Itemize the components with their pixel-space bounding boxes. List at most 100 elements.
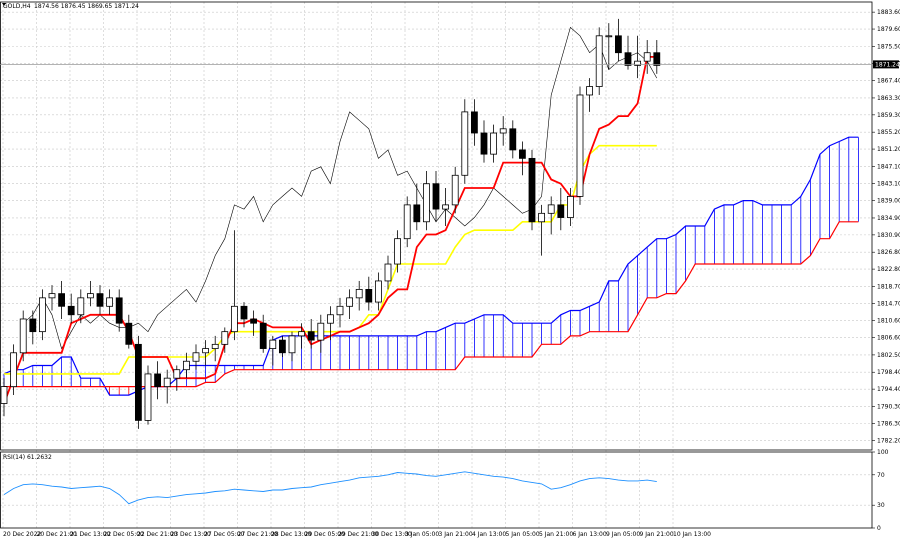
time-tick-label: 21 Dec 13:00 xyxy=(70,531,111,538)
grid-lines xyxy=(0,2,872,528)
candle-body xyxy=(259,322,267,349)
main-panel-border xyxy=(0,1,873,451)
candle-body xyxy=(250,318,258,324)
time-tick-label: 23 Dec 13:00 xyxy=(171,531,212,538)
price-tick-label: 1818.70 xyxy=(877,283,900,290)
symbol-label: GOLD,H4 xyxy=(3,3,31,10)
candle-body xyxy=(192,352,200,362)
candle-body xyxy=(567,196,574,218)
candle-body xyxy=(422,183,430,223)
candle-body xyxy=(240,305,248,320)
candle-body xyxy=(87,293,94,299)
price-tick-label: 1867.40 xyxy=(877,78,900,85)
time-tick-label: 3 Jan 05:00 xyxy=(405,531,439,538)
price-tick-label: 1875.50 xyxy=(877,43,900,50)
time-tick-label: 3 Jan 21:00 xyxy=(439,531,473,538)
time-tick-label: 28 Dec 13:00 xyxy=(271,531,312,538)
price-tick-label: 1834.90 xyxy=(877,215,900,222)
candle-body xyxy=(67,305,75,316)
candle-body xyxy=(547,204,555,214)
candle-body xyxy=(307,331,315,341)
candle-body xyxy=(19,318,27,354)
price-tick-label: 1806.60 xyxy=(877,335,900,342)
candle-body xyxy=(432,183,440,210)
candle-body xyxy=(96,293,104,307)
candle-body xyxy=(288,335,296,354)
candle-body xyxy=(461,111,469,176)
time-tick-label: 29 Dec 21:00 xyxy=(338,531,379,538)
candle-body xyxy=(538,212,545,223)
price-tick-label: 1790.30 xyxy=(877,403,900,410)
price-axis: 1883.601879.601875.501871.401867.401863.… xyxy=(0,9,900,532)
candle-body xyxy=(509,128,517,151)
ohlc-label: 1874.56 1876.45 1869.65 1871.24 xyxy=(34,3,139,10)
candle-body xyxy=(586,86,593,96)
candle-body xyxy=(384,263,392,282)
time-tick-label: 5 Jan 21:00 xyxy=(539,531,573,538)
time-tick-label: 29 Dec 05:00 xyxy=(305,531,346,538)
rsi-label: RSI(14) 61.2632 xyxy=(3,454,52,461)
price-tick-label: 1847.10 xyxy=(877,163,900,170)
rsi-tick-label: 0 xyxy=(877,525,881,532)
candle-body xyxy=(163,377,171,388)
price-tick-label: 1794.40 xyxy=(877,386,900,393)
price-tick-label: 1822.80 xyxy=(877,266,900,273)
candle-body xyxy=(77,297,85,316)
time-tick-label: 22 Dec 05:00 xyxy=(104,531,145,538)
candle-body xyxy=(470,111,478,134)
candle-body xyxy=(115,297,123,324)
time-tick-label: 5 Jan 05:00 xyxy=(506,531,540,538)
candle-body xyxy=(317,322,325,341)
rsi-tick-label: 70 xyxy=(877,472,885,479)
time-tick-label: 6 Jan 13:00 xyxy=(573,531,607,538)
price-tick-label: 1883.60 xyxy=(877,9,900,16)
price-tick-label: 1863.30 xyxy=(877,95,900,102)
candle-body xyxy=(528,157,536,223)
rsi-tick-label: 30 xyxy=(877,502,885,509)
dropdown-triangle-icon xyxy=(2,3,6,6)
current-price-label: 1871.24 xyxy=(875,61,900,68)
time-tick-label: 20 Dec 21:00 xyxy=(37,531,78,538)
candle-body xyxy=(154,373,162,388)
candle-body xyxy=(355,288,363,299)
candle-body xyxy=(106,297,113,307)
candle-body xyxy=(557,204,565,218)
candle-body xyxy=(615,35,622,54)
candle-body xyxy=(442,204,450,210)
candle-body xyxy=(576,94,584,197)
candle-body xyxy=(125,322,133,345)
price-tick-label: 1843.10 xyxy=(877,180,900,187)
rsi-panel-border xyxy=(0,451,873,529)
candle-body xyxy=(211,343,219,349)
candle-body xyxy=(480,132,488,155)
candle-body xyxy=(499,128,507,134)
candle-body xyxy=(326,314,334,324)
time-tick-label: 10 Jan 13:00 xyxy=(673,531,711,538)
candle-body xyxy=(374,280,382,303)
candle-body xyxy=(624,52,632,66)
candle-body xyxy=(48,293,56,299)
rsi-line xyxy=(3,471,657,505)
candle-body xyxy=(365,288,373,303)
price-tick-label: 1859.30 xyxy=(877,112,900,119)
candle-body xyxy=(490,132,498,155)
candle-body xyxy=(336,305,344,316)
price-tick-label: 1879.60 xyxy=(877,26,900,33)
candle-body xyxy=(202,348,210,354)
candle-body xyxy=(134,343,142,421)
candle-body xyxy=(269,339,277,349)
senkou-span-b-line xyxy=(4,221,859,388)
time-tick-label: 4 Jan 13:00 xyxy=(472,531,506,538)
candle-body xyxy=(0,386,8,404)
price-tick-label: 1851.20 xyxy=(877,146,900,153)
current-price-badge xyxy=(873,60,899,69)
candle-body xyxy=(634,60,641,66)
candle-body xyxy=(595,35,603,87)
candle-body xyxy=(221,331,229,345)
price-tick-label: 1830.90 xyxy=(877,232,900,239)
rsi-panel xyxy=(0,471,872,506)
price-tick-label: 1810.60 xyxy=(877,318,900,325)
candle-body xyxy=(182,360,190,371)
price-tick-label: 1798.40 xyxy=(877,369,900,376)
